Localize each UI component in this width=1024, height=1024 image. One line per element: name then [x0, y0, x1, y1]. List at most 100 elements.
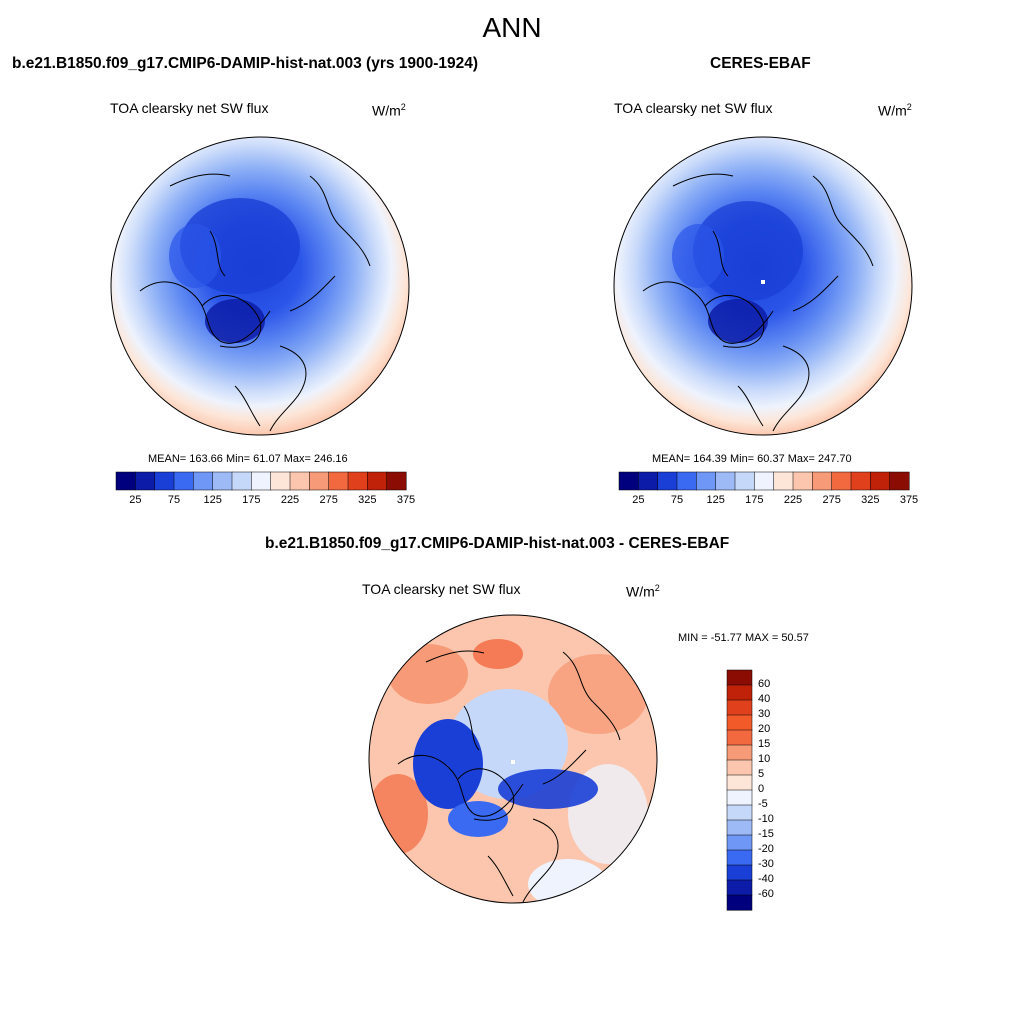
panel2-colorbar-box — [734, 471, 755, 491]
panel1-colorbar-box — [386, 471, 407, 491]
panel1-colorbar-box — [193, 471, 214, 491]
panel1-colorbar-labels: 25 75 125 175 225 275 325 375 — [116, 494, 415, 508]
panel3-colorbar-tick-label: 30 — [758, 708, 771, 720]
panel2-colorbar-tick-label: 175 — [745, 494, 764, 506]
panel2-colorbar-tick-label: 275 — [822, 494, 841, 506]
panel2-colorbar-box — [870, 471, 891, 491]
panel3-colorbar-box — [726, 879, 753, 896]
panel1-colorbar-box — [212, 471, 233, 491]
panel2-polar-map — [613, 136, 913, 436]
panel2-colorbar-tick-label: 25 — [632, 494, 645, 506]
panel1-colorbar-tick-label: 125 — [203, 494, 222, 506]
panel1-colorbar-tick-label: 75 — [167, 494, 181, 506]
panel1-coastlines — [139, 173, 371, 432]
panel1-colorbar-box — [154, 471, 175, 491]
panel3-stats: MIN = -51.77 MAX = 50.57 — [678, 632, 809, 644]
panel3-colorbar-box — [726, 669, 753, 686]
panel1-colorbar-tick-label: 25 — [129, 494, 142, 506]
panel2-colorbar-tick-label: 225 — [783, 494, 803, 506]
figure-title: ANN — [482, 12, 542, 43]
panel3-colorbar-box — [726, 789, 753, 806]
panel1-case-title: b.e21.B1850.f09_g17.CMIP6-DAMIP-hist-nat… — [12, 55, 479, 72]
panel3-colorbar-tick-label: 10 — [758, 753, 771, 765]
panel3-colorbar-box — [726, 774, 753, 791]
panel3-colorbar-tick-label: 60 — [758, 678, 771, 690]
panel2-coastlines — [642, 173, 874, 432]
panel3-variable-label: TOA clearsky net SW flux — [362, 581, 521, 597]
panel1-colorbar-box — [309, 471, 330, 491]
panel1-colorbar-box — [251, 471, 272, 491]
panel1-colorbar — [115, 471, 407, 491]
panel3-colorbar-tick-label: 15 — [758, 738, 771, 750]
panel2-units: W/m2 — [878, 102, 912, 119]
panel3-colorbar-tick-label: 0 — [758, 783, 765, 795]
panel3-units: W/m2 — [626, 583, 660, 600]
panel3-colorbar-box — [726, 834, 753, 851]
panel2-colorbar-box — [792, 471, 813, 491]
panel1-colorbar-box — [173, 471, 194, 491]
panel1-stats: MEAN= 163.66 Min= 61.07 Max= 246.16 — [148, 453, 348, 465]
panel1-colorbar-box — [115, 471, 136, 491]
panel1-colorbar-tick-label: 375 — [396, 494, 416, 506]
panel2-variable-label: TOA clearsky net SW flux — [614, 100, 773, 116]
panel1-colorbar-box — [270, 471, 291, 491]
panel1-colorbar-box — [231, 471, 252, 491]
panel3-colorbar — [726, 669, 753, 911]
panel3-colorbar-box — [726, 714, 753, 731]
panel3-colorbar-tick-label: -15 — [758, 828, 774, 840]
panel3-colorbar-box — [726, 744, 753, 761]
panel1-polar-map — [110, 136, 410, 436]
panel1-colorbar-box — [328, 471, 349, 491]
panel3-colorbar-tick-label: -60 — [758, 888, 774, 900]
panel3-colorbar-tick-label: -20 — [758, 843, 774, 855]
panel3-case-title: b.e21.B1850.f09_g17.CMIP6-DAMIP-hist-nat… — [265, 535, 730, 552]
panel2-colorbar-box — [889, 471, 910, 491]
panel1-colorbar-tick-label: 175 — [242, 494, 261, 506]
panel1-colorbar-box — [289, 471, 310, 491]
panel2-colorbar-box — [812, 471, 833, 491]
panel2-colorbar-box — [715, 471, 736, 491]
panel3-colorbar-box — [726, 894, 753, 911]
panel2-colorbar-box — [773, 471, 794, 491]
panel3-coastlines — [397, 650, 621, 903]
panel3-polar-map — [368, 614, 658, 904]
panel3-colorbar-tick-label: -5 — [758, 798, 768, 810]
panel2-colorbar-box — [676, 471, 697, 491]
panel2-case-title: CERES-EBAF — [710, 55, 811, 72]
panel3-colorbar-tick-label: -30 — [758, 858, 774, 870]
panel2-colorbar-box — [850, 471, 871, 491]
panel2-colorbar-labels: 25 75 125 175 225 275 325 375 — [619, 494, 918, 508]
panel3-colorbar-box — [726, 864, 753, 881]
panel1-colorbar-tick-label: 275 — [319, 494, 338, 506]
panel2-colorbar-box — [657, 471, 678, 491]
panel3-colorbar-tick-label: -10 — [758, 813, 774, 825]
panel2-colorbar-box — [638, 471, 659, 491]
panel2-stats: MEAN= 164.39 Min= 60.37 Max= 247.70 — [652, 453, 852, 465]
panel3-colorbar-box — [726, 729, 753, 746]
panel1-colorbar-tick-label: 225 — [280, 494, 300, 506]
panel2-colorbar-box — [696, 471, 717, 491]
panel3-colorbar-box — [726, 684, 753, 701]
panel2-colorbar — [618, 471, 910, 491]
panel2-colorbar-tick-label: 125 — [706, 494, 725, 506]
panel3-colorbar-box — [726, 849, 753, 866]
panel3-colorbar-box — [726, 759, 753, 776]
panel3-colorbar-box — [726, 819, 753, 836]
panel2-colorbar-box — [754, 471, 775, 491]
panel1-colorbar-box — [135, 471, 156, 491]
panel1-colorbar-box — [347, 471, 368, 491]
panel3-colorbar-labels: 60 40 30 20 15 10 5 0 -5 -10 -15 -20 -30 -40 -60 — [758, 670, 798, 910]
panel1-variable-label: TOA clearsky net SW flux — [110, 100, 269, 116]
panel1-colorbar-tick-label: 325 — [358, 494, 377, 506]
panel1-units: W/m2 — [372, 102, 406, 119]
panel3-colorbar-tick-label: 20 — [758, 723, 771, 735]
panel1-colorbar-box — [367, 471, 388, 491]
panel3-colorbar-box — [726, 699, 753, 716]
panel2-colorbar-tick-label: 75 — [670, 494, 684, 506]
panel3-colorbar-box — [726, 804, 753, 821]
panel3-colorbar-tick-label: 5 — [758, 768, 765, 780]
panel2-colorbar-tick-label: 325 — [861, 494, 880, 506]
panel3-colorbar-tick-label: -40 — [758, 873, 774, 885]
panel2-colorbar-box — [618, 471, 639, 491]
panel2-colorbar-tick-label: 375 — [899, 494, 919, 506]
